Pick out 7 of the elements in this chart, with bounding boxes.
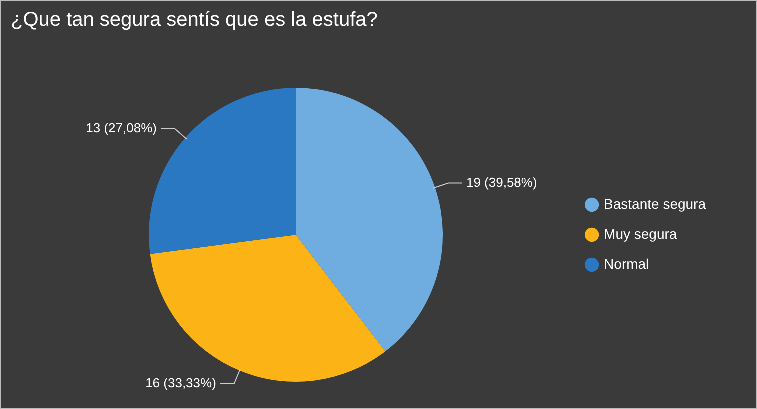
- legend-label: Bastante segura: [604, 196, 706, 212]
- legend-label: Normal: [604, 256, 650, 272]
- data-label: 13 (27,08%): [86, 120, 157, 136]
- legend-label: Muy segura: [604, 226, 678, 242]
- data-label: 16 (33,33%): [146, 375, 216, 390]
- chart-title: ¿Que tan segura sentís que es la estufa?: [11, 9, 378, 32]
- data-label: 19 (39,58%): [466, 174, 538, 190]
